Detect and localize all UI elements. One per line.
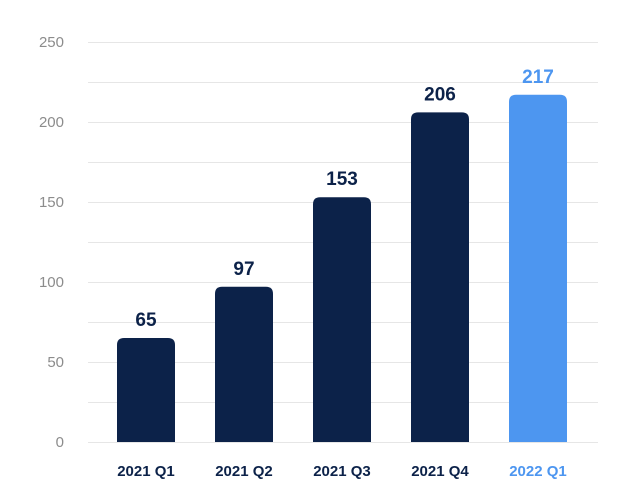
bar-2021-q4: [411, 112, 469, 443]
y-tick-label: 0: [56, 434, 64, 451]
data-label: 206: [424, 84, 456, 105]
x-tick-label: 2022 Q1: [509, 463, 567, 480]
y-axis-ticks: 0 50 100 150 200 250: [39, 34, 64, 451]
data-label: 217: [522, 67, 554, 88]
data-label: 97: [233, 259, 254, 280]
x-axis-labels: 2021 Q1 2021 Q2 2021 Q3 2021 Q4 2022 Q1: [117, 463, 567, 480]
data-label: 153: [326, 169, 358, 190]
bars: [117, 94, 567, 443]
x-tick-label: 2021 Q4: [411, 463, 469, 480]
x-tick-label: 2021 Q3: [313, 463, 371, 480]
x-tick-label: 2021 Q2: [215, 463, 273, 480]
y-tick-label: 250: [39, 34, 64, 51]
data-label: 65: [135, 310, 157, 331]
bar-2021-q1: [117, 338, 175, 442]
bar-2022-q1: [509, 94, 567, 443]
bar-2021-q3: [313, 197, 371, 442]
y-tick-label: 200: [39, 114, 64, 131]
y-tick-label: 100: [39, 274, 64, 291]
bar-2021-q2: [215, 286, 273, 442]
y-tick-label: 50: [47, 354, 64, 371]
x-tick-label: 2021 Q1: [117, 463, 175, 480]
data-labels: 65 97 153 206 217: [135, 67, 553, 331]
y-tick-label: 150: [39, 194, 64, 211]
